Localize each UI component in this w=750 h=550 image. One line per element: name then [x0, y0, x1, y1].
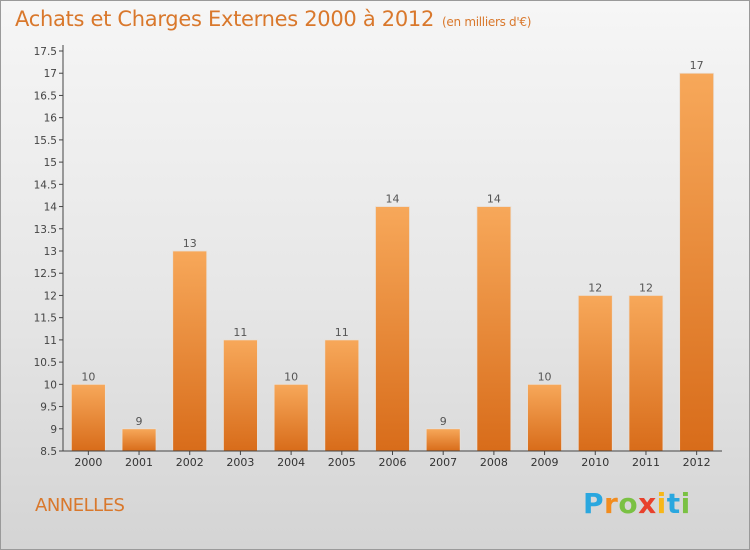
y-tick-label: 11 — [44, 335, 57, 347]
bar — [679, 72, 715, 452]
chart-subtitle: (en milliers d'€) — [442, 15, 532, 29]
bar — [577, 295, 613, 452]
logo-letter: o — [618, 487, 639, 520]
bars: 10 9 13 11 10 11 14 9 14 10 12 12 17 — [70, 59, 715, 452]
x-tick-label: 2000 — [74, 456, 102, 469]
commune-name: ANNELLES — [35, 495, 125, 516]
bar-value-label: 9 — [440, 415, 447, 428]
y-tick-label: 15 — [44, 157, 57, 169]
bar-value-label: 10 — [284, 370, 298, 383]
bar — [628, 295, 664, 452]
bar — [324, 339, 360, 452]
x-tick-label: 2011 — [632, 456, 660, 469]
bar — [375, 206, 410, 452]
y-tick-label: 10.5 — [34, 357, 57, 369]
x-tick-label: 2012 — [683, 456, 711, 469]
bar-value-label: 10 — [81, 370, 95, 383]
x-tick-label: 2002 — [176, 456, 204, 469]
bar — [476, 206, 512, 452]
bar-value-label: 14 — [487, 193, 501, 206]
bar-value-label: 14 — [386, 193, 400, 206]
logo-letter: x — [638, 487, 657, 520]
x-axis: 2000 2001 2002 2003 2004 2005 2006 2007 2008 2009… — [63, 450, 722, 469]
y-tick-label: 10 — [44, 379, 57, 391]
bar — [70, 383, 106, 452]
x-tick-label: 2006 — [379, 456, 407, 469]
y-tick-label: 17 — [44, 68, 57, 80]
y-tick-label: 9.5 — [40, 402, 57, 414]
bar — [527, 383, 562, 452]
y-tick-label: 8.5 — [40, 446, 57, 458]
bar-value-label: 11 — [335, 326, 349, 339]
bar-value-label: 9 — [136, 415, 143, 428]
bar — [223, 339, 258, 452]
x-tick-label: 2007 — [429, 456, 457, 469]
bar-value-label: 10 — [538, 370, 552, 383]
x-tick-label: 2004 — [277, 456, 305, 469]
x-tick-label: 2009 — [531, 456, 559, 469]
y-tick-label: 16.5 — [34, 90, 57, 102]
x-tick-label: 2008 — [480, 456, 508, 469]
y-tick-label: 15.5 — [34, 135, 57, 147]
bar — [121, 428, 157, 452]
logo-letter: t — [666, 487, 681, 520]
x-tick-label: 2005 — [328, 456, 356, 469]
bar-value-label: 11 — [233, 326, 247, 339]
chart-title: Achats et Charges Externes 2000 à 2012 (e… — [15, 7, 531, 31]
proxiti-logo[interactable]: Proxiti — [583, 487, 691, 520]
y-tick-label: 12 — [44, 290, 57, 302]
y-tick-label: 11.5 — [34, 313, 57, 325]
bar-value-label: 13 — [183, 237, 197, 250]
logo-letter: r — [604, 487, 619, 520]
bar — [172, 250, 208, 452]
y-tick-label: 16 — [44, 113, 58, 125]
y-tick-label: 12.5 — [34, 268, 57, 280]
y-axis: 8.5 9 9.5 10 10.5 11 11.5 12 12.5 13 13.5 14 14.5 15 1… — [34, 45, 64, 458]
logo-letter: i — [656, 487, 667, 520]
bar — [425, 428, 461, 452]
x-tick-label: 2010 — [581, 456, 609, 469]
y-tick-label: 13.5 — [34, 224, 57, 236]
y-tick-label: 17.5 — [34, 46, 57, 58]
y-tick-label: 14 — [44, 202, 58, 214]
bar — [273, 383, 309, 452]
x-tick-label: 2001 — [125, 456, 153, 469]
bar-value-label: 12 — [588, 281, 602, 294]
chart-title-text: Achats et Charges Externes 2000 à 2012 — [15, 7, 435, 31]
bar-value-label: 17 — [690, 59, 704, 72]
logo-letter: P — [583, 487, 605, 520]
y-tick-label: 9 — [50, 424, 57, 436]
x-tick-label: 2003 — [226, 456, 254, 469]
y-tick-label: 14.5 — [34, 179, 57, 191]
logo-letter: i — [680, 487, 691, 520]
y-tick-label: 13 — [44, 246, 57, 258]
bar-value-label: 12 — [639, 281, 653, 294]
